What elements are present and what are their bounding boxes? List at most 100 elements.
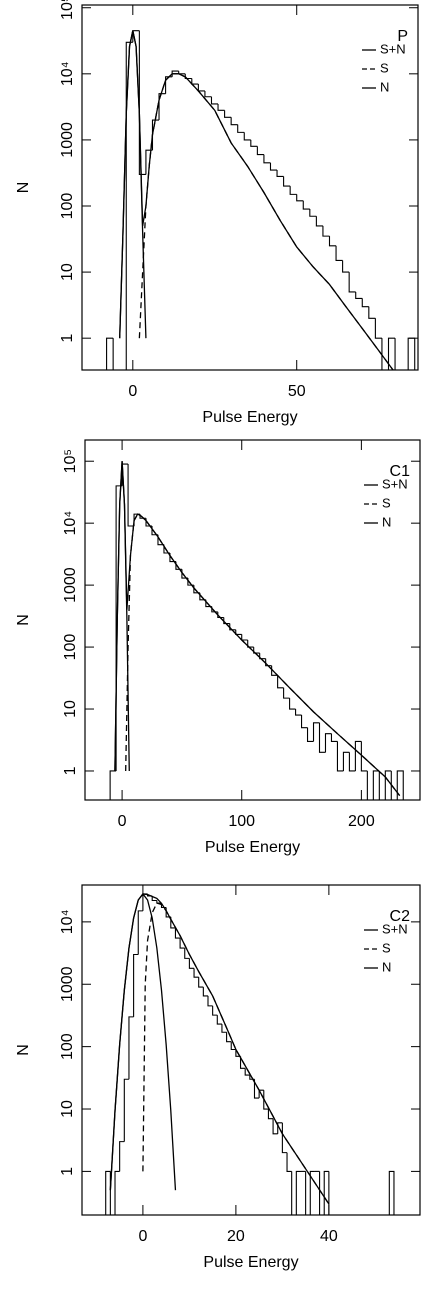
- y-axis-label: N: [15, 182, 32, 194]
- histogram-step: [204, 90, 212, 98]
- histogram-step: [239, 1056, 246, 1069]
- histogram-step: [244, 1068, 250, 1076]
- model-curve: [125, 513, 401, 797]
- plot-frame: [81, 4, 419, 371]
- y-tick-label: 1: [59, 1167, 76, 1176]
- histogram-step: [188, 958, 195, 969]
- histogram-step: [388, 1170, 395, 1215]
- legend-label: N: [380, 79, 389, 94]
- histogram-step: [263, 154, 271, 164]
- histogram-step: [366, 770, 368, 800]
- histogram-step: [224, 110, 232, 118]
- histogram-step: [151, 895, 157, 902]
- histogram-step: [381, 338, 383, 370]
- histogram-step: [253, 1079, 260, 1099]
- histogram-step: [289, 186, 297, 195]
- histogram-step: [105, 1170, 111, 1215]
- y-tick-label: 10⁴: [59, 909, 76, 934]
- histogram-step: [109, 770, 117, 800]
- histogram-step: [191, 78, 199, 85]
- histogram-step: [230, 117, 238, 126]
- histogram-step: [306, 727, 314, 742]
- y-axis-label: N: [15, 614, 32, 626]
- histogram-step: [309, 209, 317, 217]
- histogram-step: [330, 733, 338, 742]
- histogram-step: [259, 653, 266, 660]
- histogram-step: [178, 71, 186, 75]
- histogram-step: [151, 119, 160, 151]
- histogram-step: [235, 1049, 241, 1057]
- panel-label: C1: [390, 463, 411, 480]
- x-tick-label: 50: [288, 383, 306, 400]
- histogram-step: [283, 687, 290, 699]
- model-curve: [119, 30, 394, 370]
- legend-label: S: [382, 940, 391, 955]
- histogram-step: [368, 306, 376, 319]
- histogram-step: [171, 70, 179, 77]
- histogram-step: [324, 733, 332, 753]
- histogram-step: [193, 968, 199, 978]
- histogram-step: [157, 534, 164, 546]
- histogram-step: [158, 93, 166, 121]
- histogram-step: [265, 658, 272, 667]
- x-tick-label: 0: [118, 813, 127, 830]
- histogram-step: [407, 337, 416, 370]
- histogram-step: [174, 927, 181, 939]
- x-tick-label: 200: [348, 813, 375, 830]
- legend-label: S: [382, 495, 391, 510]
- histogram-step: [217, 103, 225, 111]
- histogram-step: [123, 1078, 129, 1142]
- model-curve: [114, 461, 401, 797]
- histogram-step: [378, 770, 380, 800]
- histogram-step: [374, 318, 382, 339]
- y-axis-label: N: [15, 1044, 32, 1056]
- y-tick-label: 10⁵: [59, 0, 76, 20]
- histogram-step: [277, 675, 284, 689]
- histogram-step: [295, 1170, 301, 1215]
- legend-label: N: [382, 514, 391, 529]
- legend-label: S: [380, 60, 389, 75]
- histogram-step: [342, 751, 350, 771]
- histogram-step: [355, 291, 363, 299]
- y-tick-label: 1000: [59, 122, 76, 158]
- histogram-step: [247, 640, 254, 648]
- y-tick-label: 10: [59, 263, 76, 281]
- model-curve: [114, 461, 130, 771]
- plot-data: [109, 461, 404, 800]
- histogram-step: [318, 722, 326, 753]
- y-tick-label: 100: [59, 1033, 76, 1060]
- y-tick-label: 10: [59, 1100, 76, 1118]
- histogram-step: [269, 162, 278, 171]
- legend-label: N: [382, 959, 391, 974]
- histogram-step: [361, 298, 369, 308]
- histogram-step: [198, 977, 204, 988]
- histogram-step: [335, 245, 343, 262]
- histogram-step: [241, 634, 248, 641]
- histogram-step: [226, 1032, 232, 1043]
- histogram-step: [384, 770, 392, 800]
- histogram-step: [202, 987, 208, 997]
- histogram-step: [230, 1041, 236, 1051]
- plot-frame: [81, 884, 421, 1216]
- histogram-step: [296, 194, 304, 202]
- histogram-step: [328, 1171, 330, 1215]
- plot-data: [106, 30, 416, 370]
- panel-label: C2: [390, 908, 411, 925]
- histogram-step: [394, 338, 396, 370]
- histogram-step: [291, 1171, 293, 1215]
- y-tick-label: 1000: [59, 966, 76, 1002]
- legend-label: S+N: [382, 921, 408, 936]
- histogram-step: [235, 629, 242, 635]
- x-tick-label: 0: [128, 383, 137, 400]
- x-tick-label: 100: [228, 813, 255, 830]
- histogram-step: [256, 146, 264, 156]
- histogram-step: [315, 216, 323, 227]
- histogram-step: [283, 176, 291, 187]
- x-axis-label: Pulse Energy: [205, 839, 300, 856]
- histogram-step: [184, 948, 190, 959]
- histogram-step: [133, 953, 139, 1017]
- histogram-step: [114, 1170, 120, 1215]
- histogram-step: [217, 611, 224, 619]
- model-curve: [109, 892, 177, 1191]
